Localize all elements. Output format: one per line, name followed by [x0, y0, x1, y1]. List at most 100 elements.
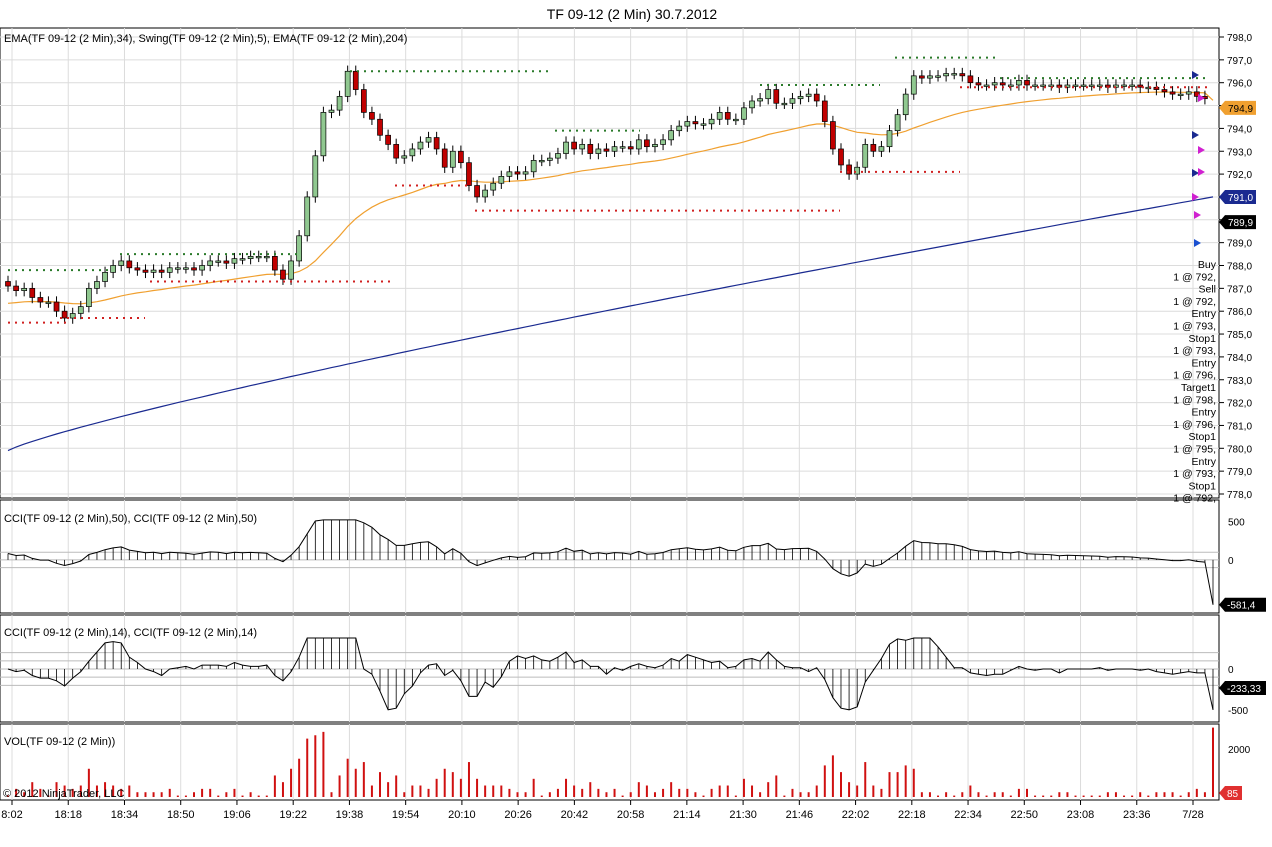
candle-body [652, 144, 658, 148]
candle-body [797, 96, 804, 100]
candle-body [878, 146, 885, 152]
candle-body [821, 100, 828, 122]
x-tick-label: 18:34 [111, 809, 139, 821]
trade-marker-icon [1192, 131, 1199, 139]
y-tick-label: 796,0 [1227, 79, 1252, 90]
candle-body [344, 70, 351, 97]
volume-legend: VOL(TF 09-12 (2 Min)) [4, 736, 115, 748]
oscillator-series [7, 519, 1214, 711]
cci50-tick-label: 0 [1228, 556, 1234, 567]
trade-annotation: Entry [1191, 407, 1216, 419]
candle-body [514, 171, 521, 175]
candle-body [967, 75, 974, 84]
y-tick-label: 798,0 [1227, 33, 1252, 44]
candle-body [255, 256, 262, 259]
trade-annotation: 1 @ 793, [1173, 345, 1216, 357]
x-tick-label: 19:38 [336, 809, 364, 821]
candle-body [296, 235, 302, 262]
candle-body [530, 160, 537, 173]
candle-body [919, 75, 925, 79]
candle-body [425, 137, 432, 143]
candle-body [587, 144, 594, 154]
cci50-tick-label: 500 [1228, 517, 1245, 528]
candle-body [724, 112, 731, 120]
trade-marker-icon [1198, 94, 1205, 102]
trade-marker-icon [1194, 239, 1201, 247]
trade-annotation: Stop1 [1189, 333, 1217, 345]
candle-body [1193, 91, 1200, 97]
candle-body [1088, 84, 1095, 87]
candle-body [910, 75, 917, 95]
candle-body [377, 118, 383, 136]
x-tick-label: 21:14 [673, 809, 701, 821]
candle-body [183, 267, 189, 270]
candle-body [733, 118, 739, 122]
candle-body [1137, 84, 1144, 88]
trade-annotation: 1 @ 796, [1173, 370, 1216, 382]
candle-body [1007, 84, 1014, 87]
candle-body [538, 160, 545, 163]
y-tick-label: 781,0 [1227, 421, 1252, 432]
candle-body [894, 114, 901, 132]
volume-value-label: 85 [1227, 789, 1239, 800]
trade-annotation: 1 @ 793, [1173, 321, 1216, 333]
candle-body [272, 256, 278, 271]
cci14-value-label-bg [1219, 681, 1266, 696]
candle-body [999, 82, 1006, 86]
x-tick-label: 18:50 [167, 809, 195, 821]
candle-body [417, 141, 424, 150]
price-label: 794,9 [1228, 104, 1253, 115]
candle-body [741, 107, 747, 120]
candle-body [320, 112, 327, 157]
candle-body [69, 313, 76, 319]
candle-body [555, 153, 561, 159]
y-tick-label: 785,0 [1227, 330, 1252, 341]
candle-body [441, 148, 448, 168]
copyright-text: © 2012 NinjaTrader, LLC [3, 788, 124, 800]
candle-body [352, 70, 359, 90]
candle-body [983, 84, 990, 87]
x-tick-label: 20:10 [448, 809, 476, 821]
x-tick-label: 20:26 [504, 809, 532, 821]
trade-annotation: 1 @ 793, [1173, 468, 1216, 480]
candle-body [409, 148, 416, 157]
cci50-panel[interactable] [0, 499, 1220, 614]
y-tick-label: 794,0 [1227, 124, 1252, 135]
candle-body [110, 265, 116, 273]
candle-body [13, 285, 19, 291]
candle-body [126, 260, 133, 269]
candle-body [134, 267, 141, 271]
trade-annotation: 1 @ 798, [1173, 394, 1216, 406]
candle-body [830, 121, 836, 150]
price-panel[interactable] [0, 27, 1220, 499]
volume-panel[interactable] [0, 723, 1220, 801]
price-legend: EMA(TF 09-12 (2 Min),34), Swing(TF 09-12… [4, 33, 407, 45]
candle-body [5, 281, 11, 287]
candle-body [959, 73, 966, 77]
cci14-legend: CCI(TF 09-12 (2 Min),14), CCI(TF 09-12 (… [4, 627, 257, 639]
volume-series [7, 727, 1214, 797]
x-tick-label: 19:06 [223, 809, 251, 821]
trade-annotation: Entry [1191, 456, 1216, 468]
candle-body [490, 182, 497, 191]
trade-annotation: 1 @ 792, [1173, 493, 1216, 505]
candle-body [684, 121, 691, 127]
candle-body [239, 258, 246, 261]
trade-marker-icon [1192, 71, 1199, 79]
trade-marker-icon [1198, 168, 1205, 176]
candle-body [223, 260, 230, 264]
candle-body [975, 82, 982, 86]
trade-marker-icon [1192, 193, 1199, 201]
candle-body [482, 189, 488, 198]
price-label-bg [1219, 215, 1256, 230]
candle-body [619, 146, 626, 149]
candle-body [1169, 91, 1176, 95]
candle-body [94, 281, 100, 289]
candle-body [668, 130, 675, 141]
candle-body [231, 258, 238, 264]
candle-body [1048, 84, 1055, 87]
candle-body [757, 98, 763, 102]
candle-body [369, 112, 375, 120]
candle-body [563, 141, 569, 154]
